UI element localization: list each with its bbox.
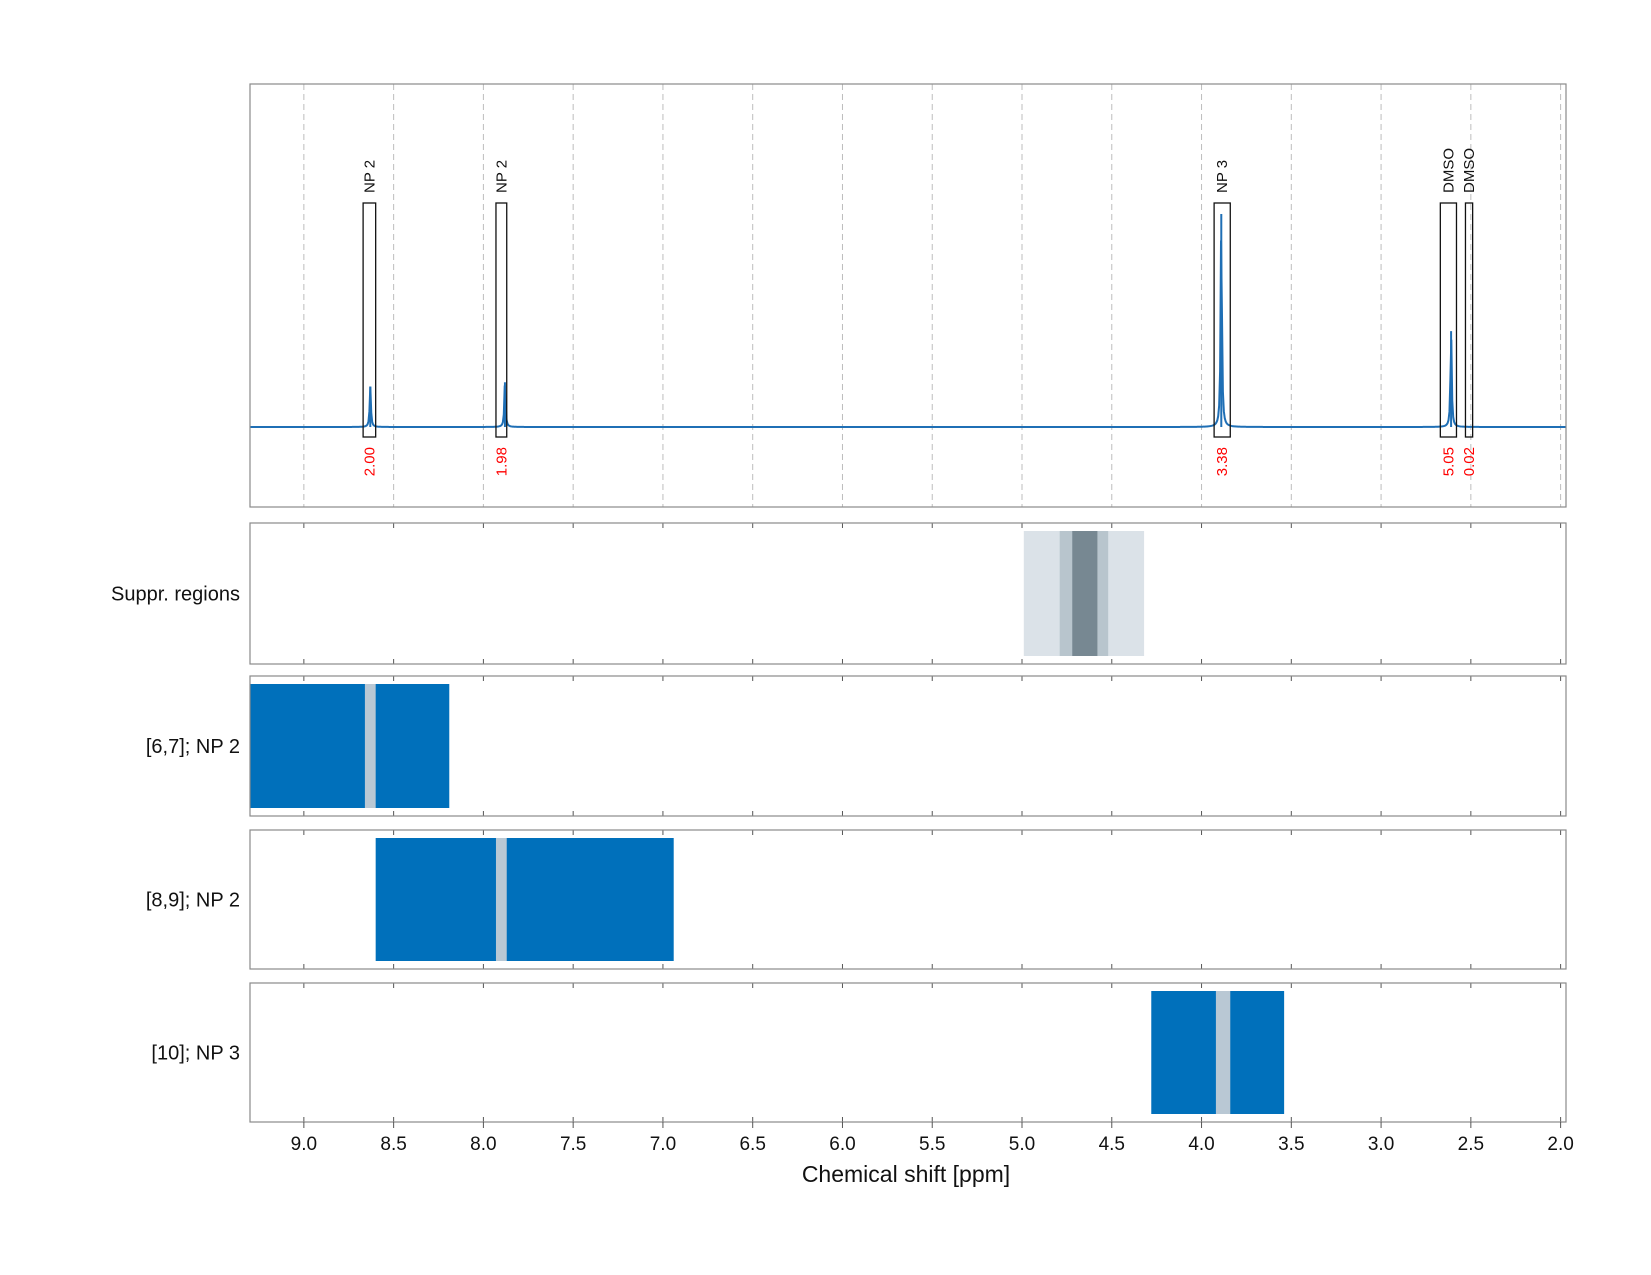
region-row-label: [8,9]; NP 2: [146, 890, 240, 912]
panel-frame: [249, 675, 1567, 817]
region-row-label: [10]; NP 3: [151, 1043, 240, 1065]
region-band: [364, 684, 376, 808]
peak-integral-label: 5.05: [1440, 447, 1457, 476]
region-band: [1072, 531, 1098, 656]
row-labels-layer: Suppr. regions [6,7]; NP 2 [8,9]; NP 2 [10]…: [111, 584, 240, 1065]
panel-frames-layer: [249, 83, 1567, 1123]
panel-frame: [249, 982, 1567, 1123]
x-tick-label: 5.0: [1009, 1134, 1035, 1155]
x-tick-label: 5.5: [919, 1134, 945, 1155]
x-tick-label: 8.0: [470, 1134, 496, 1155]
peak-integral-label: 2.00: [361, 447, 378, 476]
region-band: [495, 838, 507, 961]
peak-integral-label: 3.38: [1214, 447, 1231, 476]
peak-assignment-label: DMSO: [1440, 148, 1457, 193]
x-tick-label: 7.5: [560, 1134, 586, 1155]
panel-frame: [249, 522, 1567, 665]
region-row-label: [6,7]; NP 2: [146, 736, 240, 758]
x-tick-label: 4.5: [1099, 1134, 1125, 1155]
x-tick-label: 2.5: [1458, 1134, 1484, 1155]
grid-layer: [303, 84, 1562, 1122]
x-axis-layer: Chemical shift [ppm] 9.0 8.5 8.0 7.5 7.0 6.5 6…: [291, 1122, 1574, 1187]
x-tick-label: 7.0: [650, 1134, 676, 1155]
x-tick-label: 3.5: [1278, 1134, 1304, 1155]
x-tick-label: 6.5: [739, 1134, 765, 1155]
peak-annotation-box: [1213, 202, 1231, 438]
peak-annotation-box: [362, 202, 377, 438]
peak-assignment-label: NP 2: [493, 160, 510, 193]
panel-frame: [249, 829, 1567, 970]
spectrum-layer: [250, 214, 1566, 428]
region-row-label: Suppr. regions: [111, 584, 240, 606]
region-band: [375, 838, 674, 961]
peak-annotation-box: [1464, 202, 1474, 438]
peak-integral-label: 0.02: [1461, 447, 1478, 476]
peak-assignment-label: NP 2: [361, 160, 378, 193]
region-band: [1215, 991, 1231, 1114]
x-axis-title: Chemical shift [ppm]: [802, 1161, 1010, 1187]
peak-integral-label: 1.98: [493, 447, 510, 476]
peak-annotation-box: [1439, 202, 1458, 438]
x-tick-label: 2.0: [1547, 1134, 1573, 1155]
spectrum-line: [250, 240, 1566, 428]
panel-frame: [249, 83, 1567, 508]
x-tick-label: 6.0: [829, 1134, 855, 1155]
x-tick-label: 3.0: [1368, 1134, 1394, 1155]
peak-annotations-layer: NP 2 2.00 NP 2 1.98 NP 3 3.38 DMSO 5.05 DMSO 0.02: [361, 148, 1478, 476]
x-tick-label: 8.5: [380, 1134, 406, 1155]
peak-assignment-label: NP 3: [1214, 160, 1231, 193]
region-band: [250, 684, 450, 808]
region-bands-layer: [250, 531, 1285, 1114]
x-tick-label: 9.0: [291, 1134, 317, 1155]
peak-annotation-box: [495, 202, 508, 438]
peak-assignment-label: DMSO: [1461, 148, 1478, 193]
x-tick-label: 4.0: [1188, 1134, 1214, 1155]
